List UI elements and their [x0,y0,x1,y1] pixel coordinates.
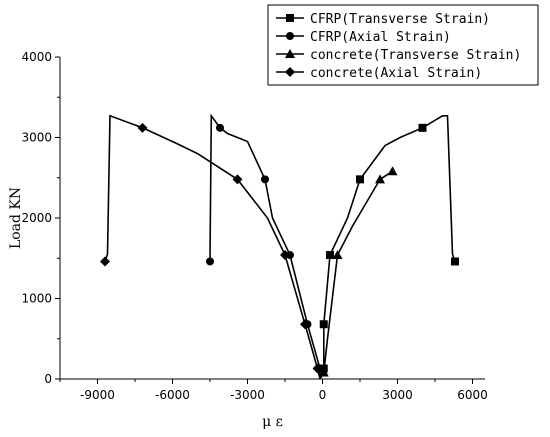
diamond-marker [285,67,295,77]
legend-label: CFRP(Transverse Strain) [310,12,490,27]
square-marker [451,257,459,266]
circle-marker [206,257,214,266]
x-tick-label: -6000 [155,388,190,402]
triangle-marker [375,174,385,184]
circle-marker [261,175,269,184]
series-line [209,113,321,379]
x-tick-label: 3000 [382,388,413,402]
legend-item: CFRP(Axial Strain) [276,30,451,45]
series-2 [206,113,324,379]
legend-item: CFRP(Transverse Strain) [276,12,490,27]
circle-marker [216,123,224,132]
circle-marker [286,32,294,40]
x-tick-label: -9000 [80,388,115,402]
x-tick-label: -3000 [230,388,265,402]
triangle-marker [387,166,398,176]
series-line [104,114,321,380]
legend-label: concrete(Axial Strain) [310,66,482,81]
legend-label: concrete(Transverse Strain) [310,48,521,63]
series-line [319,115,456,380]
series-layer [100,113,459,380]
x-ticks: -9000 -6000 -3000 0 3000 6000 [59,379,488,402]
y-tick-label: 2000 [21,211,52,225]
x-tick-label: 0 [319,388,327,402]
series-3 [318,166,398,380]
y-ticks: 0 1000 2000 3000 4000 [21,50,60,386]
legend-item: concrete(Transverse Strain) [276,48,521,63]
diamond-marker [300,319,310,330]
triangle-marker [332,250,343,260]
y-tick-label: 0 [44,372,52,386]
square-marker [418,123,427,132]
series-4 [100,114,323,380]
legend-box [267,4,539,86]
square-marker [356,175,364,184]
square-marker [326,251,334,260]
y-tick-label: 3000 [21,131,52,145]
triangle-marker [318,367,329,377]
legend: CFRP(Transverse Strain) CFRP(Axial Strain… [267,4,539,86]
series-line [319,170,393,380]
x-axis-title: μ ε [262,414,283,430]
square-marker [319,320,328,329]
triangle-marker [285,49,295,58]
diamond-marker [280,250,290,261]
diamond-marker [312,363,323,374]
y-tick-label: 1000 [21,292,52,306]
diamond-marker [137,122,148,133]
y-axis-title: Load KN [8,187,24,249]
diamond-marker [232,174,243,185]
diamond-marker [100,256,110,267]
legend-item: concrete(Axial Strain) [276,66,482,81]
y-tick-label: 4000 [21,50,52,64]
x-tick-label: 6000 [457,388,488,402]
legend-label: CFRP(Axial Strain) [310,30,451,45]
square-marker [286,14,294,22]
